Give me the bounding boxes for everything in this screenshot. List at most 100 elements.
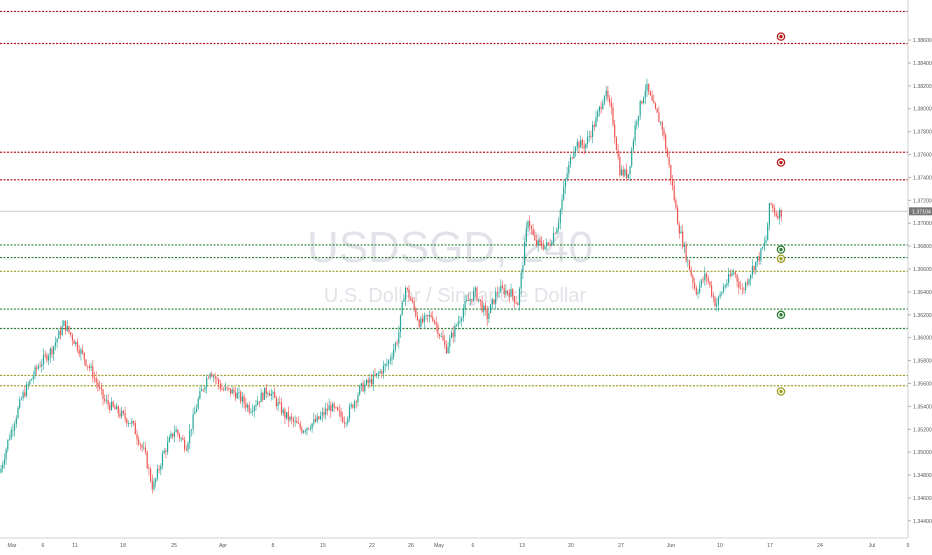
candle-body [767, 224, 769, 241]
candle [539, 237, 541, 246]
candle [320, 411, 322, 421]
candle-body [255, 404, 257, 407]
candle-body [223, 389, 225, 391]
candle [49, 346, 51, 363]
candle [342, 411, 344, 424]
candle [211, 371, 213, 378]
candle-body [597, 111, 599, 118]
alert-marker-icon[interactable] [776, 32, 786, 41]
candle-body [714, 297, 716, 307]
candle-body [447, 346, 449, 354]
candle [590, 130, 592, 140]
candle-body [641, 100, 643, 104]
candle-body [729, 274, 731, 276]
candle [190, 429, 192, 437]
candle [772, 203, 774, 213]
candle-body [670, 164, 672, 180]
alert-marker-icon[interactable] [776, 310, 786, 320]
candle [359, 384, 361, 396]
alert-marker-icon[interactable] [776, 245, 786, 254]
candle-body [316, 416, 318, 422]
candle [513, 295, 515, 308]
candle [632, 137, 634, 152]
candle [473, 286, 475, 302]
candle [525, 222, 527, 247]
candle-body [80, 349, 82, 355]
candle [607, 86, 609, 103]
candle-body [122, 410, 124, 414]
candle [250, 408, 252, 414]
candle [636, 119, 638, 130]
candle-body [287, 412, 289, 421]
candle-body [498, 292, 500, 294]
candle [192, 408, 194, 435]
candle-body [496, 292, 498, 294]
candle [286, 412, 288, 421]
candle [70, 331, 72, 338]
candle [229, 388, 232, 397]
candle-body [643, 97, 645, 104]
candle [420, 315, 422, 328]
candle [641, 100, 643, 105]
candle-body [362, 383, 364, 392]
candle-body [32, 376, 34, 380]
candle-body [109, 404, 111, 410]
candle-body [204, 387, 206, 390]
candle [116, 402, 118, 410]
candle [129, 423, 131, 425]
candle [542, 240, 544, 251]
candle [372, 370, 374, 392]
alert-marker-icon[interactable] [776, 254, 786, 263]
candle [58, 328, 60, 339]
candle [406, 287, 408, 292]
candle [124, 406, 126, 423]
price-tick-label: 1.37600 [913, 153, 932, 159]
candle-body [119, 413, 121, 417]
candle-body [755, 261, 757, 271]
candle [447, 342, 449, 354]
candle [595, 111, 597, 128]
candle-body [296, 421, 298, 424]
candle-body [481, 301, 483, 312]
candle [267, 391, 269, 398]
candle-body [41, 364, 43, 367]
candle-body [467, 299, 470, 301]
candle-body [280, 402, 283, 414]
candle [391, 351, 393, 366]
candle-body [425, 315, 427, 316]
alert-marker-icon[interactable] [776, 158, 786, 167]
candle-body [284, 409, 286, 418]
candle-body [665, 135, 667, 150]
candle-body [554, 233, 556, 235]
candle-body [389, 359, 391, 361]
candle [495, 287, 497, 309]
candle [602, 98, 604, 110]
candle-body [569, 157, 572, 165]
candle-body [93, 377, 96, 379]
candle [705, 272, 708, 285]
candle [758, 252, 760, 265]
candle [739, 280, 742, 290]
candle [464, 295, 466, 316]
candle-body [733, 272, 735, 274]
candle-body [231, 389, 233, 394]
candle [131, 417, 133, 428]
candle-body [311, 423, 313, 429]
candle [576, 138, 578, 151]
candle-body [185, 449, 187, 451]
candle [212, 374, 215, 383]
candle [243, 393, 245, 409]
candle-body [150, 468, 152, 481]
time-axis[interactable]: Mar 6 11 18 25 Apr 8 15 22 26 May 6 13 20 27 Jun 10 17 24 J… [0, 537, 910, 549]
alert-marker-icon[interactable] [776, 387, 786, 396]
candle-body [634, 124, 636, 141]
price-axis[interactable]: 1.38600 1.38400 1.38200 1.38000 1.37800 1.376… [907, 0, 932, 538]
price-tick-label: 1.35800 [913, 359, 932, 365]
candle [231, 387, 233, 394]
candle-body [488, 313, 490, 320]
candle-body [27, 384, 29, 385]
candle-body [756, 256, 759, 262]
candle-body [44, 354, 46, 356]
